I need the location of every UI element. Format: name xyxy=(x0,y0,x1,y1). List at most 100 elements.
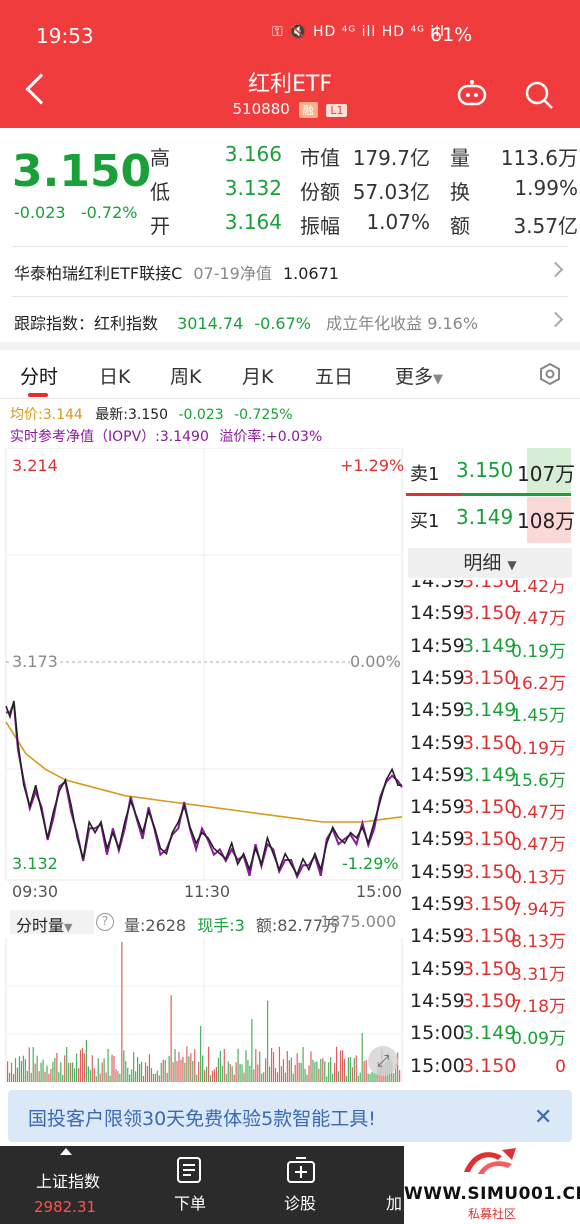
volume-bar xyxy=(213,1069,216,1082)
volume-selector[interactable]: 分时量▼ xyxy=(10,910,94,935)
tick-row: 14:59 3.149 15.6万 xyxy=(410,764,572,796)
tick-row: 14:59 3.150 7.47万 xyxy=(410,602,572,634)
nav-add[interactable]: 加 xyxy=(385,1194,402,1213)
detail-toggle[interactable]: 明细 ▼ xyxy=(408,548,572,578)
latest-change-pct: -0.725% xyxy=(234,407,293,423)
nav-diagnose[interactable]: 诊股 xyxy=(283,1194,316,1213)
volume-bar xyxy=(125,1061,127,1082)
axis-mid-price: 3.173 xyxy=(12,652,58,671)
search-icon[interactable] xyxy=(524,80,554,110)
status-icons: ⚿ 🔇 HD ⁴ᴳ ill HD ⁴ᴳ ill xyxy=(272,24,446,40)
fullscreen-icon[interactable]: ⤢ xyxy=(368,1046,398,1076)
premium-rate: 溢价率:+0.03% xyxy=(219,429,323,445)
volume-bar xyxy=(140,1061,143,1082)
tracking-index-row[interactable]: 跟踪指数：红利指数 3014.74 -0.67% 成立年化收益 9.16% xyxy=(14,310,568,334)
volume-bar xyxy=(8,1072,11,1082)
promo-banner-text: 国投客户限领30天免费体验5款智能工具! xyxy=(28,1108,376,1130)
volume-bar xyxy=(316,1061,318,1082)
battery-level: 61% xyxy=(430,24,473,46)
volume-bar xyxy=(123,1050,125,1082)
volume-bar xyxy=(324,1061,326,1082)
volume-bar xyxy=(68,1062,70,1082)
volume-bar xyxy=(205,1066,208,1082)
tab-more[interactable]: 更多▼ xyxy=(395,362,443,389)
volume-bar xyxy=(397,1052,399,1082)
volume-bar xyxy=(146,1066,149,1082)
tick-volume: 15.6万 xyxy=(511,770,566,791)
tab-five-day[interactable]: 五日 xyxy=(315,366,354,388)
tick-time: 14:59 xyxy=(410,763,465,786)
volume-bar xyxy=(247,1059,249,1082)
tick-volume: 16.2万 xyxy=(511,673,566,694)
volume-bar xyxy=(115,1069,117,1082)
robot-assistant-icon[interactable] xyxy=(456,80,488,106)
volume-bar xyxy=(109,1075,111,1082)
volume-bar xyxy=(18,1056,21,1082)
close-icon[interactable]: ✕ xyxy=(534,1105,553,1130)
volume-bar xyxy=(103,1058,105,1082)
promo-banner[interactable] xyxy=(8,1090,572,1142)
volume-bar xyxy=(308,1065,310,1082)
tick-time: 14:59 xyxy=(410,957,465,980)
volume-bar xyxy=(28,1047,30,1082)
annual-return-value: 9.16% xyxy=(427,314,479,333)
app-header xyxy=(0,0,580,128)
volume-bar xyxy=(50,1069,52,1082)
tick-volume: 7.94万 xyxy=(511,900,566,920)
volume-bar xyxy=(267,1000,269,1082)
expand-up-icon[interactable] xyxy=(60,1148,72,1155)
tick-volume: 7.47万 xyxy=(511,609,566,630)
volume-bar xyxy=(290,1057,292,1082)
tab-weekly-k[interactable]: 周K xyxy=(170,366,202,388)
bid1-volume: 108万 xyxy=(517,509,576,533)
tick-time: 14:59 xyxy=(410,666,465,689)
settings-icon[interactable] xyxy=(538,362,562,386)
tab-intraday[interactable]: 分时 xyxy=(20,366,59,388)
tick-time: 14:59 xyxy=(410,796,465,819)
volume-bar xyxy=(144,1062,147,1082)
volume-bar xyxy=(369,1073,371,1082)
volume-bar xyxy=(221,1065,223,1082)
volume-bar xyxy=(296,1053,298,1082)
dropdown-triangle-icon: ▼ xyxy=(64,921,73,934)
volume-bar xyxy=(26,1071,28,1082)
tab-monthly-k[interactable]: 月K xyxy=(242,366,274,388)
volume-bar xyxy=(330,1057,332,1082)
linked-fund-row[interactable]: 华泰柏瑞红利ETF联接C 07-19净值 1.0671 xyxy=(14,260,568,284)
turnover-label: 换 xyxy=(450,180,470,204)
volume-bar xyxy=(202,1055,204,1082)
volume-bar xyxy=(270,1048,273,1082)
volume-bar xyxy=(135,1071,137,1082)
low-label: 低 xyxy=(150,180,170,204)
tab-daily-k[interactable]: 日K xyxy=(99,366,131,388)
hand-now: 现手:3 xyxy=(197,916,245,935)
volume-bar xyxy=(129,1074,131,1082)
tick-volume: 0 xyxy=(555,1056,566,1077)
volume-bar xyxy=(196,1074,198,1082)
intraday-chart[interactable] xyxy=(0,448,404,908)
volume-now: 量:2628 xyxy=(124,916,187,935)
volume-bar xyxy=(162,1059,164,1082)
tick-volume: 0.47万 xyxy=(511,835,566,856)
order-icon xyxy=(177,1157,201,1183)
volume-bar xyxy=(56,1053,58,1082)
tick-list[interactable]: 14:59 3.150 1.42万 14:59 3.150 7.47万 14:59 3.149… xyxy=(406,580,576,1080)
volume-max: 1875.000 xyxy=(320,912,397,931)
bid1-label: 买1 xyxy=(410,511,440,532)
volume-bar xyxy=(237,1048,239,1082)
volume-bar xyxy=(14,1058,17,1082)
volume-bar xyxy=(227,1061,229,1082)
tick-time: 14:59 xyxy=(410,893,465,915)
volume-bar xyxy=(113,1056,115,1082)
volume-bar xyxy=(225,1073,227,1082)
help-icon[interactable]: ? xyxy=(96,913,114,931)
volume-selector-label: 分时量 xyxy=(16,916,65,935)
volume-bar xyxy=(278,1046,281,1082)
tick-time: 14:59 xyxy=(410,699,465,722)
volume-bar xyxy=(174,1049,176,1082)
index-name[interactable]: 上证指数 xyxy=(35,1172,100,1191)
nav-order[interactable]: 下单 xyxy=(173,1194,206,1213)
volume-bar xyxy=(245,1050,247,1082)
change-percent: -0.72% xyxy=(80,203,138,222)
volume-bar xyxy=(117,1071,119,1082)
